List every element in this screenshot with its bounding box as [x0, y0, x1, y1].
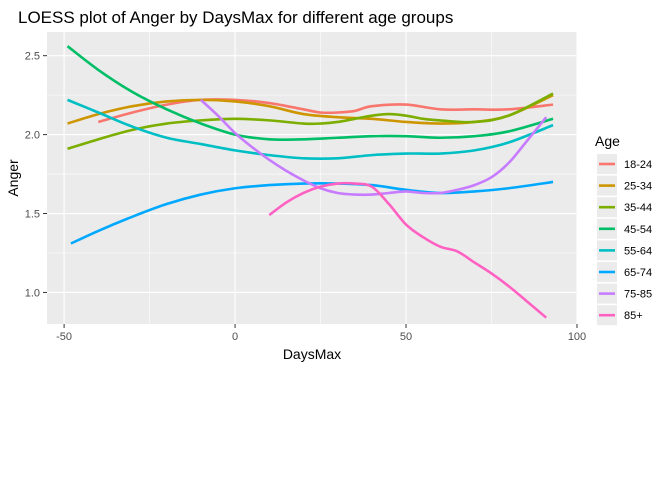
y-tick-label: 1.0 — [25, 287, 40, 299]
y-tick-label: 2.5 — [25, 51, 40, 63]
x-tick-label: 0 — [232, 331, 238, 343]
legend-label-25-34: 25-34 — [624, 181, 652, 193]
x-tick-label: -50 — [56, 331, 72, 343]
legend-label-65-74: 65-74 — [624, 267, 652, 279]
legend-label-55-64: 55-64 — [624, 245, 652, 257]
series-lines — [66, 45, 554, 319]
y-axis-ticks: 1.0 1.5 2.0 2.5 — [25, 51, 47, 299]
legend-label-18-24: 18-24 — [624, 159, 652, 171]
x-tick-label: 50 — [400, 331, 412, 343]
legend-title: Age — [595, 133, 620, 149]
series-line-55-64 — [67, 98, 554, 160]
series-line-65-74 — [70, 180, 554, 245]
y-tick-label: 2.0 — [25, 130, 40, 142]
chart-title: LOESS plot of Anger by DaysMax for diffe… — [18, 8, 453, 27]
y-tick-label: 1.5 — [25, 209, 40, 221]
legend-label-75-85: 75-85 — [624, 289, 652, 301]
series-line-85+ — [268, 181, 548, 319]
series-line-35-44 — [67, 92, 554, 151]
x-axis-ticks: -50 0 50 100 — [56, 324, 586, 343]
legend-label-35-44: 35-44 — [624, 202, 652, 214]
series-line-45-54 — [66, 45, 554, 142]
series-line-18-24 — [97, 98, 554, 124]
plot-panel — [47, 32, 577, 324]
legend: Age 18-24 25-34 35-44 45-54 55-64 65-74 75-85 8… — [595, 133, 652, 326]
y-axis-title: Anger — [5, 159, 21, 197]
series-line-75-85 — [199, 98, 548, 197]
legend-label-85+: 85+ — [624, 310, 643, 322]
x-tick-label: 100 — [568, 331, 586, 343]
legend-label-45-54: 45-54 — [624, 224, 652, 236]
x-axis-title: DaysMax — [283, 346, 341, 362]
